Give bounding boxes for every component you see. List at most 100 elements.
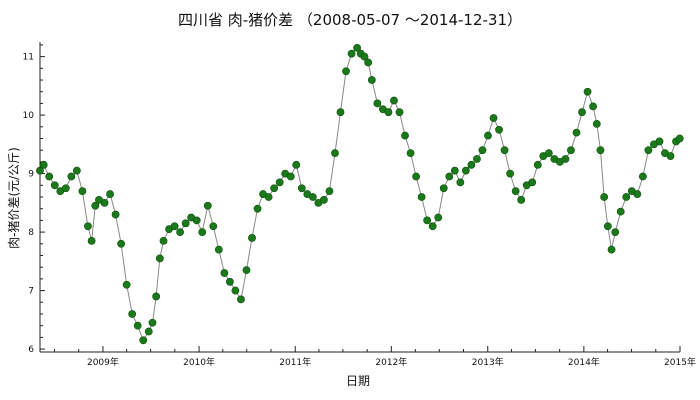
data-point [517,196,526,204]
data-point [561,155,570,163]
data-point [242,266,251,275]
data-point [128,310,137,318]
data-point [500,146,509,155]
x-tick-label: 2009年 [87,356,119,368]
y-tick-label: 11 [23,53,34,63]
data-point [181,219,190,228]
data-point [36,166,44,175]
data-point [544,149,553,158]
data-point [347,49,356,58]
data-point [434,213,443,222]
data-point [84,222,92,231]
data-point [655,137,664,146]
data-point [456,178,465,187]
data-point [390,96,398,105]
y-tick-label: 9 [28,170,34,180]
data-point [176,228,185,236]
data-point [325,187,334,196]
data-point [533,160,542,169]
data-point [152,292,161,301]
data-point [148,318,157,327]
x-tick-label: 2013年 [472,356,504,368]
data-point [61,184,70,193]
data-point [384,108,393,117]
data-point [198,228,207,236]
chart-title: 四川省 肉-猪价差 （2008-05-07 ～2014-12-31） [178,11,522,29]
data-point [342,67,350,76]
data-point [100,198,109,207]
data-point [308,193,317,201]
data-point [39,160,48,169]
data-point [489,114,498,122]
x-tick-label: 2011年 [279,356,311,368]
data-point [423,216,432,225]
data-point [87,236,96,245]
data-point [214,245,223,254]
data-point [155,254,164,263]
y-tick-label: 6 [28,345,34,355]
data-point [578,108,586,117]
data-point [373,99,382,108]
data-point [320,196,328,204]
data-point [364,58,373,67]
data-point [644,146,653,155]
data-point [461,166,470,175]
data-point [270,184,279,193]
data-point [622,193,631,201]
axes: 6 7 8 9 10 11 2009年 2010年 2011年 2012年 2013年 2014年 20… [23,42,696,368]
data-point [467,160,476,169]
data-point [231,286,240,295]
data-point [572,128,581,137]
data-point [292,160,301,169]
data-point [395,108,404,117]
data-point [611,228,620,236]
data-point [159,236,168,245]
data-point [583,87,592,96]
data-point [264,193,273,201]
y-tick-label: 7 [28,287,34,297]
data-point [297,184,306,193]
data-point [78,187,87,196]
data-point [528,178,537,187]
data-point [50,181,59,190]
data-point [122,280,131,289]
data-point [607,245,616,254]
data-point [139,336,148,345]
x-axis-label: 日期 [346,374,370,388]
y-axis-label: 肉-猪价差(元/公斤) [7,147,21,249]
data-point [567,146,575,155]
data-point [45,172,54,181]
data-point [511,187,520,196]
x-tick-label: 2014年 [568,356,600,368]
data-point [675,134,684,143]
data-point [633,190,642,198]
x-tick-label: 2012年 [375,356,407,368]
data-point [331,149,339,158]
data-point [220,269,229,277]
data-point [360,52,369,61]
data-point [439,184,448,193]
data-point [495,125,503,134]
data-point [170,222,179,231]
data-point [478,146,487,155]
data-point [275,178,284,187]
data-point [144,327,153,336]
data-point [506,169,515,178]
data-point [603,222,612,231]
x-tick-label: 2010年 [183,356,215,368]
data-point [406,149,415,158]
series-layer [36,43,684,345]
data-point [353,43,362,52]
data-point [401,131,409,140]
data-point [417,193,426,201]
data-point [367,76,376,84]
data-point [600,193,609,201]
data-point [596,146,605,155]
y-tick-label: 8 [28,228,34,238]
data-point [117,239,126,248]
data-point [106,190,114,198]
data-point [666,152,675,160]
data-point [203,201,212,210]
data-point [111,210,120,219]
